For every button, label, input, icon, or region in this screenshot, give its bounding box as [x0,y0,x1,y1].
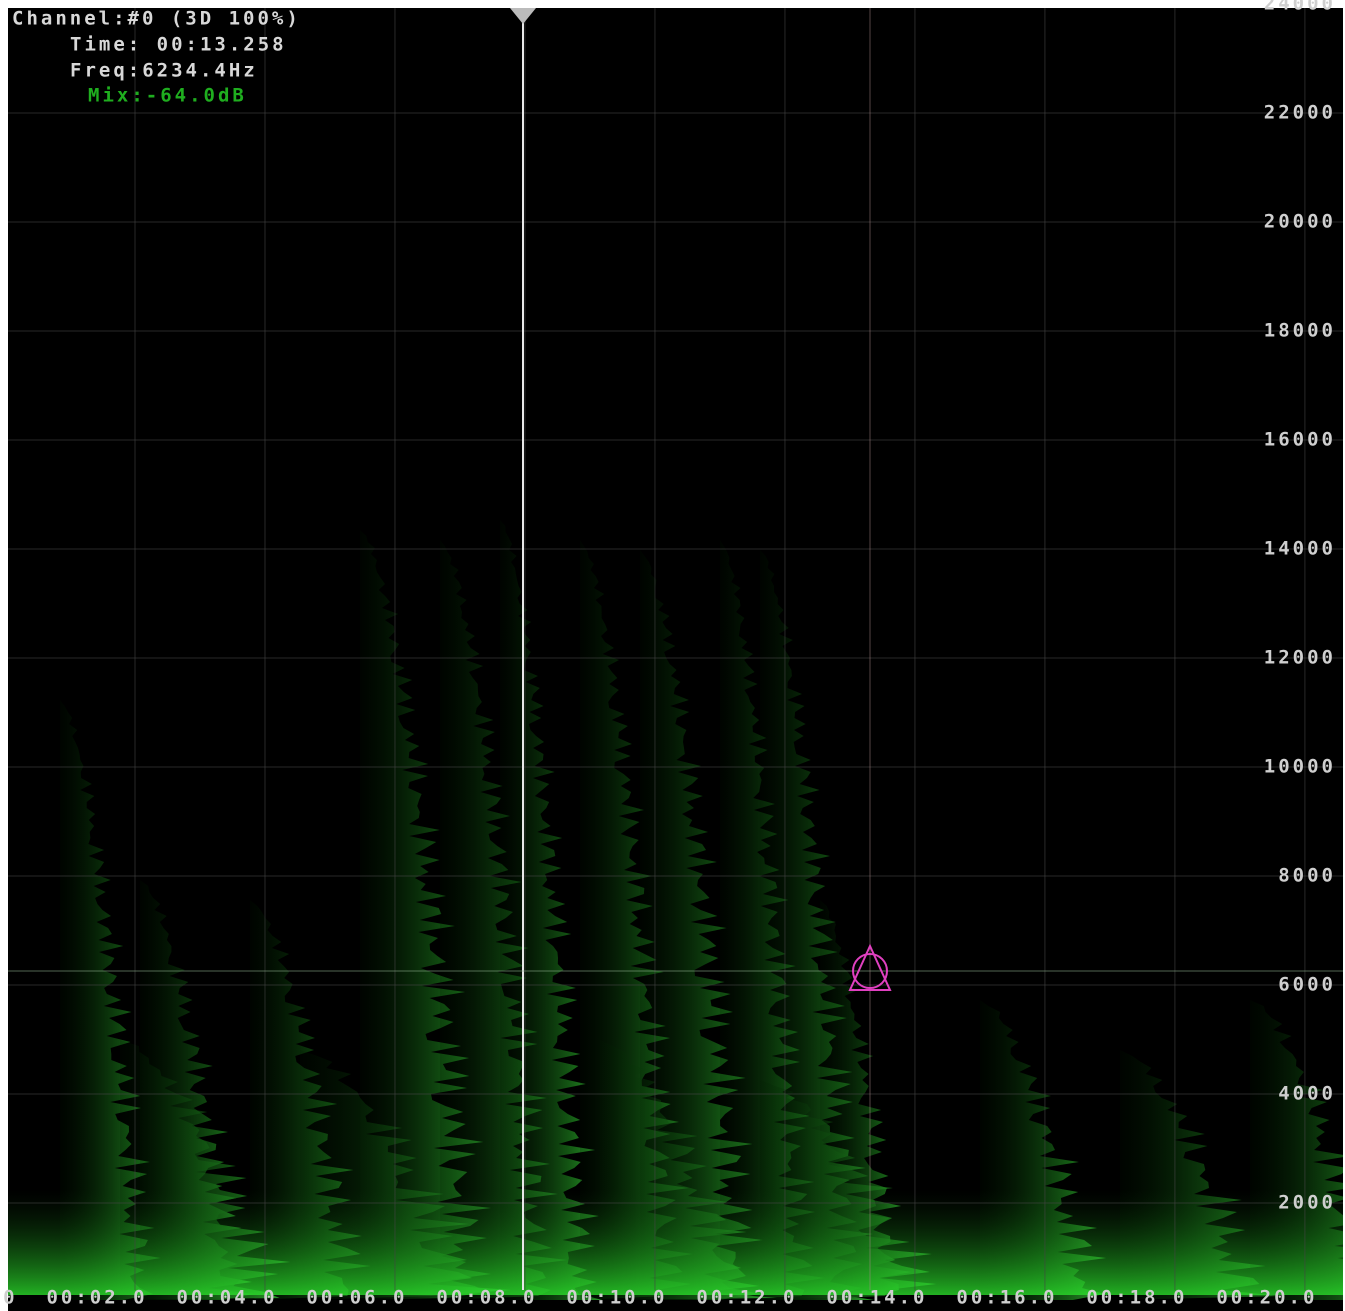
cursor-marker[interactable] [848,943,892,991]
y-tick-label: 20000 [1264,211,1336,233]
spectrum-plume [60,700,161,1300]
x-tick-label: 00:10.0 [566,1287,667,1309]
spectrum-plume [500,520,603,1300]
x-tick-label: 00:14.0 [826,1287,927,1309]
x-tick-label: 00:12.0 [696,1287,797,1309]
time-info: Time: 00:13.258 [70,34,287,56]
y-tick-label: 2000 [1278,1192,1336,1214]
y-tick-label: 18000 [1264,320,1336,342]
spectrum-plume [720,540,826,1300]
x-tick-label: 00:20.0 [1216,1287,1317,1309]
mix-info: Mix:-64.0dB [88,85,247,107]
x-tick-label: 00:06.0 [306,1287,407,1309]
y-tick-label: 6000 [1278,974,1336,996]
x-tick-label: 00:08.0 [436,1287,537,1309]
y-tick-label: 8000 [1278,865,1336,887]
y-tick-label: 22000 [1264,102,1336,124]
channel-info: Channel:#0 (3D 100%) [12,8,301,30]
freq-info: Freq:6234.4Hz [70,60,258,82]
spectrum-image [8,520,1343,1300]
y-tick-label: 14000 [1264,538,1336,560]
x-tick-label: 00:00.0 [0,1287,18,1309]
y-tick-label: 4000 [1278,1083,1336,1105]
low-band [8,1190,1343,1295]
spectrum-plume [640,550,764,1300]
y-tick-label: 12000 [1264,647,1336,669]
x-tick-label: 00:04.0 [176,1287,277,1309]
x-tick-label: 00:02.0 [46,1287,147,1309]
x-tick-label: 00:18.0 [1086,1287,1187,1309]
playhead-handle[interactable] [510,8,536,24]
y-tick-label: 10000 [1264,756,1336,778]
y-tick-label: 24000 [1264,0,1336,15]
x-tick-label: 00:16.0 [956,1287,1057,1309]
grid [8,8,1343,1290]
y-tick-label: 16000 [1264,429,1336,451]
spectrum-plume [360,530,492,1300]
